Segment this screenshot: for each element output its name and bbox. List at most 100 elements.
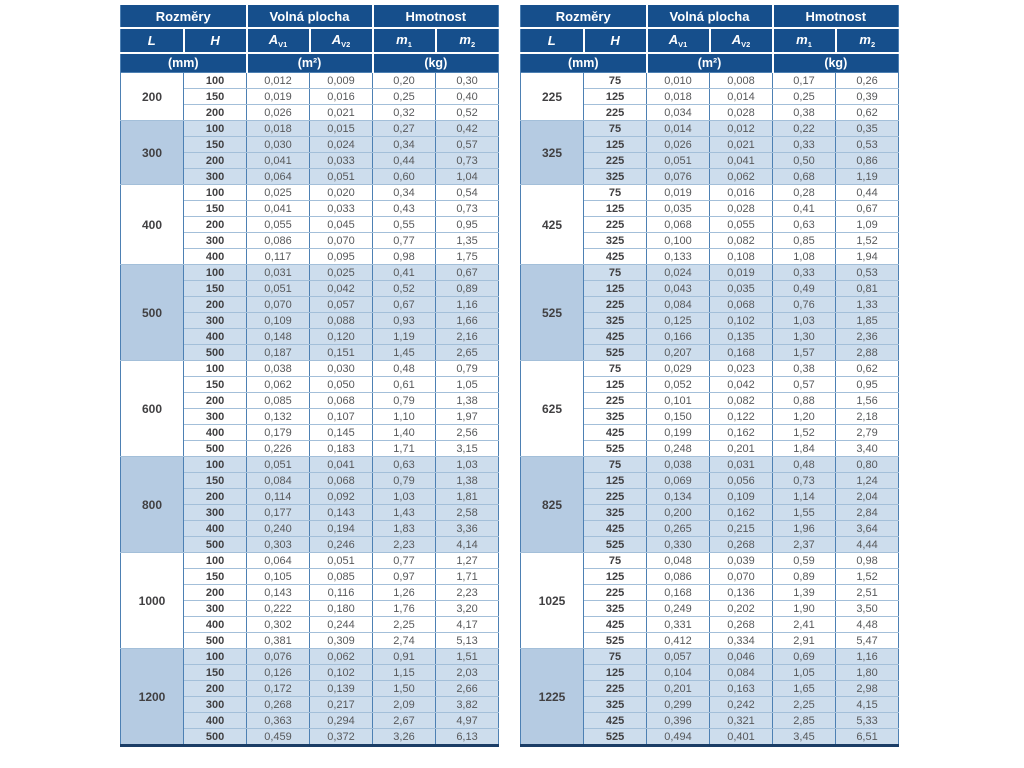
symbol-A: A xyxy=(668,32,679,47)
value-cell: 0,43 xyxy=(372,200,437,217)
dimension-H-cell: 425 xyxy=(582,616,648,633)
symbol-m: m xyxy=(796,32,808,47)
value-cell: 0,81 xyxy=(835,280,900,297)
value-cell: 0,117 xyxy=(246,248,311,265)
table-row: 325 0,125 0,102 1,03 1,85 xyxy=(521,312,900,329)
dimension-H-cell: 300 xyxy=(182,312,248,329)
dimension-H-cell: 225 xyxy=(582,216,648,233)
value-cell: 1,14 xyxy=(772,488,837,505)
value-cell: 0,34 xyxy=(372,136,437,153)
value-cell: 2,51 xyxy=(835,584,900,601)
value-cell: 0,041 xyxy=(709,152,774,169)
value-cell: 1,94 xyxy=(835,248,900,265)
value-cell: 0,59 xyxy=(772,552,837,569)
value-cell: 0,38 xyxy=(772,360,837,377)
value-cell: 0,222 xyxy=(246,600,311,617)
dimension-H-cell: 150 xyxy=(182,472,248,489)
table-row: 500 100 0,031 0,025 0,41 0,67 xyxy=(120,264,500,361)
value-cell: 3,26 xyxy=(372,728,437,746)
value-cell: 2,23 xyxy=(435,584,500,601)
table-row: 125 0,026 0,021 0,33 0,53 xyxy=(521,136,900,153)
subscript-2: 2 xyxy=(470,40,476,49)
dimension-H-cell: 150 xyxy=(182,200,248,217)
value-cell: 0,396 xyxy=(646,712,711,729)
value-cell: 1,66 xyxy=(435,312,500,329)
table-row: 800 100 0,051 0,041 0,63 1,03 xyxy=(120,456,500,553)
dimension-H-cell: 400 xyxy=(182,712,248,729)
value-cell: 0,068 xyxy=(309,392,374,409)
dimension-L-cell: 1225 xyxy=(520,648,584,746)
value-cell: 0,79 xyxy=(372,472,437,489)
table-row: 200 0,172 0,139 1,50 2,66 xyxy=(121,680,500,697)
value-cell: 4,15 xyxy=(835,696,900,713)
col-header-Av1: AV1 xyxy=(245,27,311,54)
table-row: 125 0,069 0,056 0,73 1,24 xyxy=(521,472,900,489)
col-header-Av1: AV1 xyxy=(645,27,711,54)
value-cell: 1,50 xyxy=(372,680,437,697)
dimension-H-cell: 225 xyxy=(582,584,648,601)
value-cell: 0,015 xyxy=(309,120,374,137)
value-cell: 4,97 xyxy=(435,712,500,729)
value-cell: 1,26 xyxy=(372,584,437,601)
value-cell: 0,024 xyxy=(309,136,374,153)
table-row: 400 0,363 0,294 2,67 4,97 xyxy=(121,712,500,729)
dimension-H-cell: 500 xyxy=(182,440,248,457)
tables-container: Rozměry Volná plocha Hmotnost L H AV1 AV… xyxy=(120,5,900,747)
value-cell: 0,268 xyxy=(246,696,311,713)
dimension-H-cell: 100 xyxy=(182,120,248,137)
table-row: 525 0,412 0,334 2,91 5,47 xyxy=(521,632,900,649)
header-volna-plocha: Volná plocha xyxy=(645,5,774,29)
dimension-H-cell: 325 xyxy=(582,232,648,249)
dimension-H-cell: 125 xyxy=(582,664,648,681)
value-cell: 1,56 xyxy=(835,392,900,409)
value-cell: 0,97 xyxy=(372,568,437,585)
dimension-H-cell: 200 xyxy=(182,488,248,505)
table-row: 525 75 0,024 0,019 0,33 0,53 xyxy=(520,264,900,361)
value-cell: 0,085 xyxy=(309,568,374,585)
dimension-L-cell: 400 xyxy=(120,184,184,265)
value-cell: 0,89 xyxy=(772,568,837,585)
value-cell: 1,15 xyxy=(372,664,437,681)
table-row: 400 0,240 0,194 1,83 3,36 xyxy=(121,520,500,537)
dimension-H-cell: 500 xyxy=(182,728,248,746)
table-row: 225 75 0,010 0,008 0,17 0,26 xyxy=(520,72,900,121)
dimension-H-cell: 75 xyxy=(582,120,648,137)
value-cell: 0,54 xyxy=(435,184,500,201)
value-cell: 0,014 xyxy=(646,120,711,137)
dimension-H-cell: 125 xyxy=(582,136,648,153)
value-cell: 0,93 xyxy=(372,312,437,329)
header-unit-row: (mm) (m²) (kg) xyxy=(520,52,899,73)
value-cell: 0,52 xyxy=(435,104,500,121)
value-cell: 2,18 xyxy=(835,408,900,425)
value-cell: 0,38 xyxy=(772,104,837,121)
value-cell: 0,051 xyxy=(246,280,311,297)
symbol-A: A xyxy=(268,32,279,47)
value-cell: 0,40 xyxy=(435,88,500,105)
value-cell: 1,84 xyxy=(772,440,837,457)
value-cell: 0,019 xyxy=(709,264,774,281)
value-cell: 0,177 xyxy=(246,504,311,521)
col-header-L: L xyxy=(520,27,585,54)
value-cell: 0,057 xyxy=(309,296,374,313)
subscript-2: 2 xyxy=(870,40,876,49)
value-cell: 0,148 xyxy=(246,328,311,345)
subscript-V1: V1 xyxy=(278,40,288,49)
table-row: 125 0,052 0,042 0,57 0,95 xyxy=(521,376,900,393)
value-cell: 0,89 xyxy=(435,280,500,297)
value-cell: 3,82 xyxy=(435,696,500,713)
value-cell: 0,104 xyxy=(646,664,711,681)
dimension-table-left: Rozměry Volná plocha Hmotnost L H AV1 AV… xyxy=(120,5,500,747)
table-row: 825 75 0,038 0,031 0,48 0,80 xyxy=(520,456,900,553)
value-cell: 0,051 xyxy=(309,168,374,185)
table-row: 125 0,104 0,084 1,05 1,80 xyxy=(521,664,900,681)
table-row: 200 0,055 0,045 0,55 0,95 xyxy=(121,216,500,233)
value-cell: 0,52 xyxy=(372,280,437,297)
value-cell: 3,45 xyxy=(772,728,837,746)
value-cell: 0,91 xyxy=(372,648,437,665)
value-cell: 0,052 xyxy=(646,376,711,393)
dimension-H-cell: 300 xyxy=(182,600,248,617)
value-cell: 1,96 xyxy=(772,520,837,537)
dimension-L-cell: 600 xyxy=(120,360,184,457)
value-cell: 1,38 xyxy=(435,392,500,409)
value-cell: 0,050 xyxy=(309,376,374,393)
